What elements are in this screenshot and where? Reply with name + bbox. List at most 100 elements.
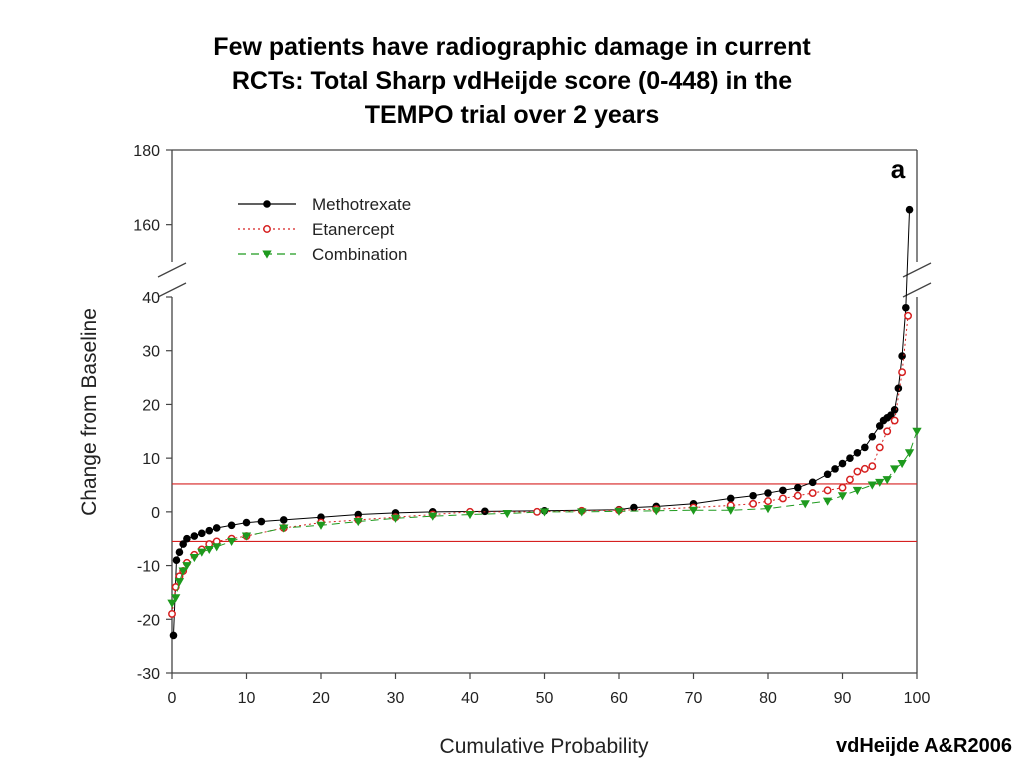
y-axis-title: Change from Baseline [78,308,101,516]
legend-marker-etanercept [263,225,271,233]
point-combination-7 [197,548,207,557]
x-axis-title: Cumulative Probability [440,735,649,758]
point-combination-21 [614,507,624,516]
point-methotrexate-29 [808,478,817,487]
point-methotrexate-11 [242,518,251,527]
point-methotrexate-40 [887,411,895,419]
point-methotrexate-25 [749,491,757,500]
point-combination-27 [822,497,833,506]
source-credit: vdHeijde A&R2006 [836,735,1012,757]
point-methotrexate-43 [898,352,906,360]
point-etanercept-24 [749,499,758,508]
legend-label-combination: Combination [312,245,407,264]
point-combination-9 [212,543,222,552]
point-methotrexate-1 [169,631,178,640]
point-combination-16 [428,512,438,521]
point-combination-32 [882,476,892,485]
point-etanercept-32 [853,467,862,476]
point-methotrexate-41 [890,406,899,414]
point-etanercept-36 [883,427,892,436]
slide-title-line-2: RCTs: Total Sharp vdHeijde score (0-448)… [231,67,793,95]
panel-label: a [891,154,906,184]
point-methotrexate-24 [726,494,735,503]
point-combination-35 [904,449,915,458]
x-tick-label-100: 100 [904,690,931,707]
y-tick-label--30: -30 [137,666,160,683]
point-etanercept-25 [764,497,772,506]
point-methotrexate-3 [175,548,184,556]
point-combination-14 [353,518,363,527]
point-combination-3 [174,578,185,587]
point-combination-12 [279,524,289,533]
axis-break-mark-right-lower [902,282,932,298]
point-methotrexate-45 [905,205,914,214]
point-combination-13 [316,521,326,530]
point-methotrexate-7 [198,529,206,538]
legend-marker-methotrexate [263,200,271,208]
x-tick-label-20: 20 [312,690,330,707]
x-tick-label-50: 50 [536,690,554,707]
axes-layer: 0 10 20 30 40 50 60 70 80 90 100 -30 -20 -10 0 10 20 30 40… [133,143,930,707]
point-combination-22 [651,507,661,516]
x-tick-label-80: 80 [759,690,777,707]
point-combination-29 [852,486,863,495]
point-combination-18 [502,509,512,519]
reference-lines [172,483,917,542]
y-tick-label-180: 180 [133,143,160,160]
point-methotrexate-6 [190,532,199,540]
slide-title: Few patients have radiographic damage in… [62,30,962,132]
series-methotrexate [169,205,914,640]
y-tick-label--20: -20 [137,612,160,629]
y-tick-label-0: 0 [151,505,160,522]
point-methotrexate-18 [481,507,489,516]
point-etanercept-2 [171,583,180,592]
series-line-methotrexate [172,209,911,636]
point-combination-10 [226,537,237,547]
point-etanercept-31 [846,475,854,484]
point-etanercept-28 [808,489,817,498]
axis-break-mark-left-lower [157,282,187,298]
slide-title-line-1: Few patients have radiographic damage in… [213,33,811,61]
y-tick-label--10: -10 [137,559,160,576]
point-combination-19 [539,508,550,517]
point-etanercept-38 [898,368,907,377]
point-methotrexate-8 [205,526,214,535]
y-tick-label-10: 10 [142,451,160,468]
point-combination-15 [390,514,401,523]
point-combination-31 [875,478,885,487]
point-combination-11 [241,532,252,541]
y-tick-label-40: 40 [142,290,160,307]
point-combination-20 [577,508,587,517]
series-line-etanercept [171,315,909,614]
point-etanercept-35 [875,443,884,452]
x-tick-label-70: 70 [685,690,703,707]
point-methotrexate-13 [279,516,288,524]
point-methotrexate-32 [838,459,847,468]
point-methotrexate-30 [823,470,832,479]
point-combination-8 [204,545,214,555]
point-etanercept-26 [778,494,787,503]
point-methotrexate-35 [861,443,869,452]
point-methotrexate-27 [779,486,787,495]
point-combination-5 [182,562,192,571]
point-methotrexate-12 [257,517,266,526]
y-tick-label-160: 160 [133,218,160,235]
point-combination-26 [800,500,810,509]
point-methotrexate-37 [875,422,884,430]
x-tick-label-60: 60 [610,690,628,707]
y-tick-label-30: 30 [142,344,160,361]
legend: Methotrexate Etanercept Combination [238,195,411,264]
point-etanercept-30 [838,483,847,492]
point-methotrexate-26 [764,489,772,497]
point-methotrexate-33 [846,454,854,462]
point-etanercept-34 [868,462,877,471]
point-methotrexate-44 [902,303,910,312]
point-methotrexate-31 [831,465,839,473]
point-combination-30 [867,481,877,490]
point-etanercept-29 [823,486,832,495]
x-tick-label-40: 40 [461,690,479,707]
point-methotrexate-2 [172,556,181,565]
point-etanercept-18 [533,507,541,516]
point-methotrexate-28 [794,483,802,492]
point-methotrexate-4 [179,540,187,548]
